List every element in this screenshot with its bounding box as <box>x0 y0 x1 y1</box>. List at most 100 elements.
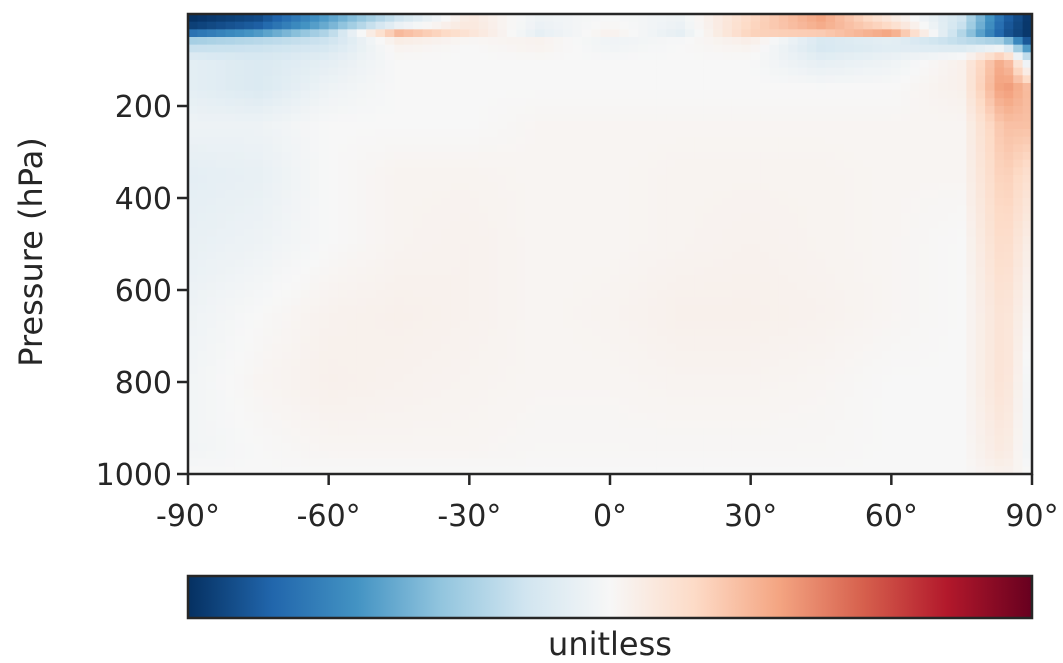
heatmap-cell <box>450 121 461 130</box>
heatmap-cell <box>694 274 705 283</box>
heatmap-cell <box>666 60 677 69</box>
heatmap-cell <box>910 305 921 314</box>
heatmap-cell <box>1013 259 1024 268</box>
heatmap-cell <box>938 382 949 391</box>
heatmap-cell <box>769 343 780 352</box>
heatmap-cell <box>938 405 949 414</box>
heatmap-cell <box>197 374 208 383</box>
heatmap-cell <box>769 244 780 253</box>
heatmap-cell <box>244 320 255 329</box>
heatmap-cell <box>497 14 508 23</box>
heatmap-cell <box>1022 244 1032 253</box>
heatmap-cell <box>525 198 536 207</box>
heatmap-cell <box>919 228 930 237</box>
heatmap-cell <box>900 405 911 414</box>
heatmap-cell <box>422 167 433 176</box>
heatmap-cell <box>525 152 536 161</box>
heatmap-cell <box>366 167 377 176</box>
heatmap-cell <box>1003 366 1014 375</box>
heatmap-cell <box>272 113 283 122</box>
heatmap-cell <box>881 336 892 345</box>
heatmap-cell <box>272 14 283 23</box>
heatmap-cell <box>1013 52 1024 61</box>
heatmap-cell <box>263 21 273 30</box>
heatmap-cell <box>225 382 236 391</box>
heatmap-cell <box>731 244 742 253</box>
heatmap-cell <box>225 144 236 153</box>
heatmap-cell <box>985 236 996 245</box>
heatmap-cell <box>328 44 339 53</box>
heatmap-cell <box>769 267 780 276</box>
heatmap-cell <box>506 351 517 360</box>
heatmap-cell <box>253 175 264 184</box>
heatmap-cell <box>1022 228 1032 237</box>
heatmap-cell <box>994 159 1005 168</box>
heatmap-cell <box>319 228 330 237</box>
heatmap-cell <box>806 21 817 30</box>
heatmap-cell <box>844 167 855 176</box>
heatmap-cell <box>863 60 874 69</box>
heatmap-cell <box>478 320 489 329</box>
heatmap-cell <box>928 136 939 145</box>
heatmap-cell <box>750 144 761 153</box>
heatmap-cell <box>1003 236 1014 245</box>
heatmap-cell <box>938 67 949 76</box>
heatmap-cell <box>928 221 939 230</box>
heatmap-cell <box>900 37 911 46</box>
heatmap-cell <box>263 320 273 329</box>
heatmap-cell <box>835 236 846 245</box>
heatmap-cell <box>563 320 574 329</box>
heatmap-cell <box>553 113 564 122</box>
heatmap-cell <box>685 228 695 237</box>
heatmap-cell <box>713 205 724 214</box>
heatmap-cell <box>488 129 499 138</box>
heatmap-cell <box>656 213 667 222</box>
heatmap-cell <box>459 336 470 345</box>
heatmap-cell <box>216 182 227 191</box>
heatmap-cell <box>394 75 405 84</box>
heatmap-cell <box>863 428 874 437</box>
heatmap-cell <box>881 420 892 429</box>
heatmap-cell <box>488 83 499 92</box>
heatmap-cell <box>328 129 339 138</box>
heatmap-cell <box>797 198 808 207</box>
heatmap-cell <box>656 67 667 76</box>
heatmap-cell <box>863 290 874 299</box>
heatmap-cell <box>234 29 245 38</box>
heatmap-cell <box>769 198 780 207</box>
heatmap-cell <box>375 228 386 237</box>
heatmap-cell <box>422 144 433 153</box>
heatmap-cell <box>638 236 649 245</box>
heatmap-cell <box>506 14 517 23</box>
heatmap-cell <box>853 267 864 276</box>
heatmap-cell <box>234 83 245 92</box>
heatmap-cell <box>516 106 527 115</box>
heatmap-cell <box>900 205 911 214</box>
heatmap-cell <box>778 320 789 329</box>
heatmap-cell <box>197 159 208 168</box>
heatmap-cell <box>591 37 602 46</box>
heatmap-cell <box>206 244 217 253</box>
heatmap-cell <box>347 83 358 92</box>
heatmap-cell <box>685 305 695 314</box>
heatmap-cell <box>891 305 902 314</box>
heatmap-cell <box>413 274 424 283</box>
heatmap-cell <box>413 435 424 444</box>
heatmap-cell <box>244 60 255 69</box>
heatmap-cell <box>188 305 198 314</box>
heatmap-cell <box>863 305 874 314</box>
heatmap-cell <box>356 152 367 161</box>
heatmap-cell <box>469 144 480 153</box>
heatmap-cell <box>394 182 405 191</box>
heatmap-cell <box>366 336 377 345</box>
heatmap-cell <box>394 98 405 107</box>
heatmap-cell <box>450 397 461 406</box>
heatmap-cell <box>685 106 695 115</box>
heatmap-cell <box>666 336 677 345</box>
heatmap-cell <box>253 328 264 337</box>
heatmap-cell <box>1013 129 1024 138</box>
heatmap-cell <box>478 351 489 360</box>
heatmap-cell <box>713 282 724 291</box>
heatmap-cell <box>1003 290 1014 299</box>
heatmap-cell <box>600 167 611 176</box>
